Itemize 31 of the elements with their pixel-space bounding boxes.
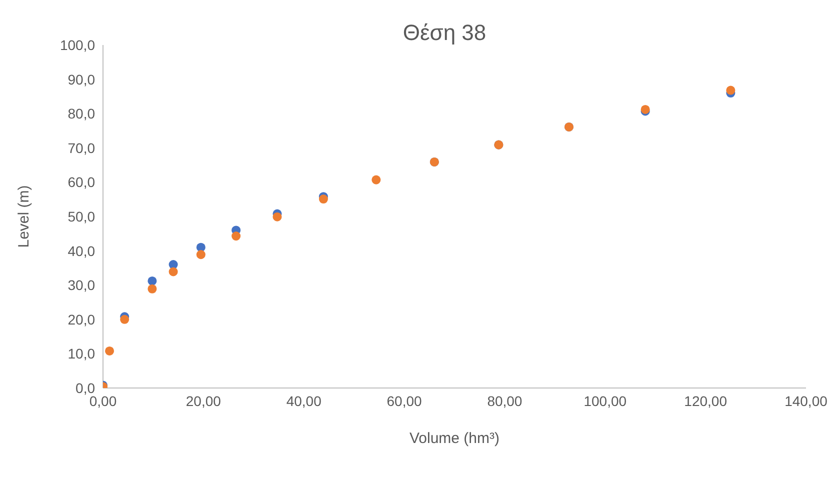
y-tick-label: 100,0 <box>60 36 96 53</box>
point <box>318 194 328 204</box>
x-tick-label: 100,00 <box>584 392 627 409</box>
point <box>148 276 157 286</box>
point <box>372 175 381 184</box>
chart-title: Θέση 38 <box>402 20 486 45</box>
y-tick-label: 30,0 <box>68 277 96 294</box>
point <box>148 284 157 294</box>
y-tick-label: 80,0 <box>68 106 96 122</box>
point <box>168 267 178 276</box>
y-tick-label: 20,0 <box>68 311 96 328</box>
x-axis-title: Volume (hm³) <box>409 430 500 447</box>
y-axis-title: Level (m) <box>15 185 32 248</box>
point <box>196 250 206 260</box>
y-tick-label: 40,0 <box>68 242 96 259</box>
point <box>120 314 130 324</box>
point <box>105 346 114 356</box>
y-tick-label: 90,0 <box>68 71 96 88</box>
y-tick-label: 60,0 <box>68 174 96 190</box>
x-tick-label: 120,00 <box>684 392 728 409</box>
x-tick-label: 40,00 <box>286 392 322 409</box>
x-tick-label: 140,00 <box>784 392 828 409</box>
y-tick-label: 50,0 <box>68 208 96 224</box>
x-tick-label: 60,00 <box>386 392 422 409</box>
x-tick-label: 80,00 <box>487 392 522 409</box>
point <box>272 212 282 222</box>
point <box>726 86 736 95</box>
y-tick-label: 10,0 <box>68 346 96 362</box>
point <box>232 232 241 241</box>
x-tick-label: 20,00 <box>186 392 222 409</box>
y-tick-label: 70,0 <box>68 140 96 156</box>
